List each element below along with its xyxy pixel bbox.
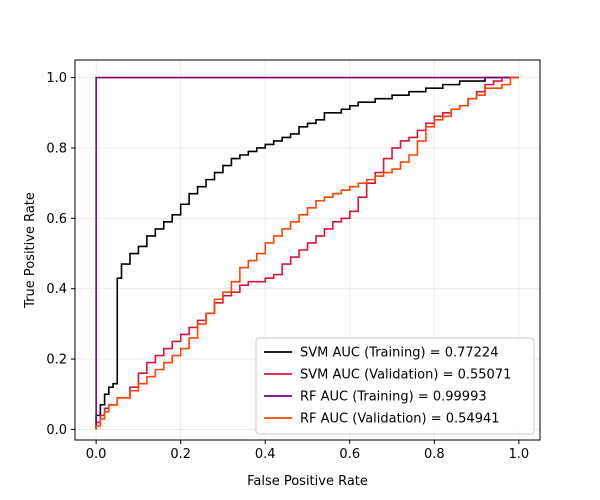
series-lines xyxy=(95,76,519,430)
series-line-3 xyxy=(95,76,519,430)
x-tick-label: 0.8 xyxy=(424,447,445,462)
x-tick-label: 1.0 xyxy=(509,447,530,462)
x-tick-label: 0.0 xyxy=(86,447,107,462)
x-axis: 0.0 0.2 0.4 0.6 0.8 1.0 xyxy=(86,440,529,462)
series-line-2 xyxy=(95,76,519,430)
x-tick-label: 0.4 xyxy=(255,447,276,462)
y-tick-label: 1.0 xyxy=(46,71,67,86)
y-tick-label: 0.0 xyxy=(46,423,67,438)
y-tick-label: 0.6 xyxy=(46,212,67,227)
legend-label: SVM AUC (Validation) = 0.55071 xyxy=(300,368,511,383)
y-tick-label: 0.2 xyxy=(46,353,67,368)
y-axis-label: True Positive Rate xyxy=(23,192,38,309)
x-tick-label: 0.2 xyxy=(170,447,191,462)
legend: SVM AUC (Training) = 0.77224 SVM AUC (Val… xyxy=(255,337,535,435)
x-tick-label: 0.6 xyxy=(339,447,360,462)
legend-box xyxy=(255,337,535,435)
y-tick-label: 0.8 xyxy=(46,141,67,156)
x-axis-label: False Positive Rate xyxy=(247,474,368,489)
y-tick-label: 0.4 xyxy=(46,282,67,297)
legend-label: SVM AUC (Training) = 0.77224 xyxy=(300,346,498,361)
y-axis: 0.0 0.2 0.4 0.6 0.8 1.0 xyxy=(46,71,75,438)
series-line-0 xyxy=(95,76,519,430)
series-line-1 xyxy=(95,76,519,430)
legend-label: RF AUC (Training) = 0.99993 xyxy=(300,390,487,405)
legend-label: RF AUC (Validation) = 0.54941 xyxy=(300,412,500,427)
plot-frame xyxy=(74,59,541,441)
